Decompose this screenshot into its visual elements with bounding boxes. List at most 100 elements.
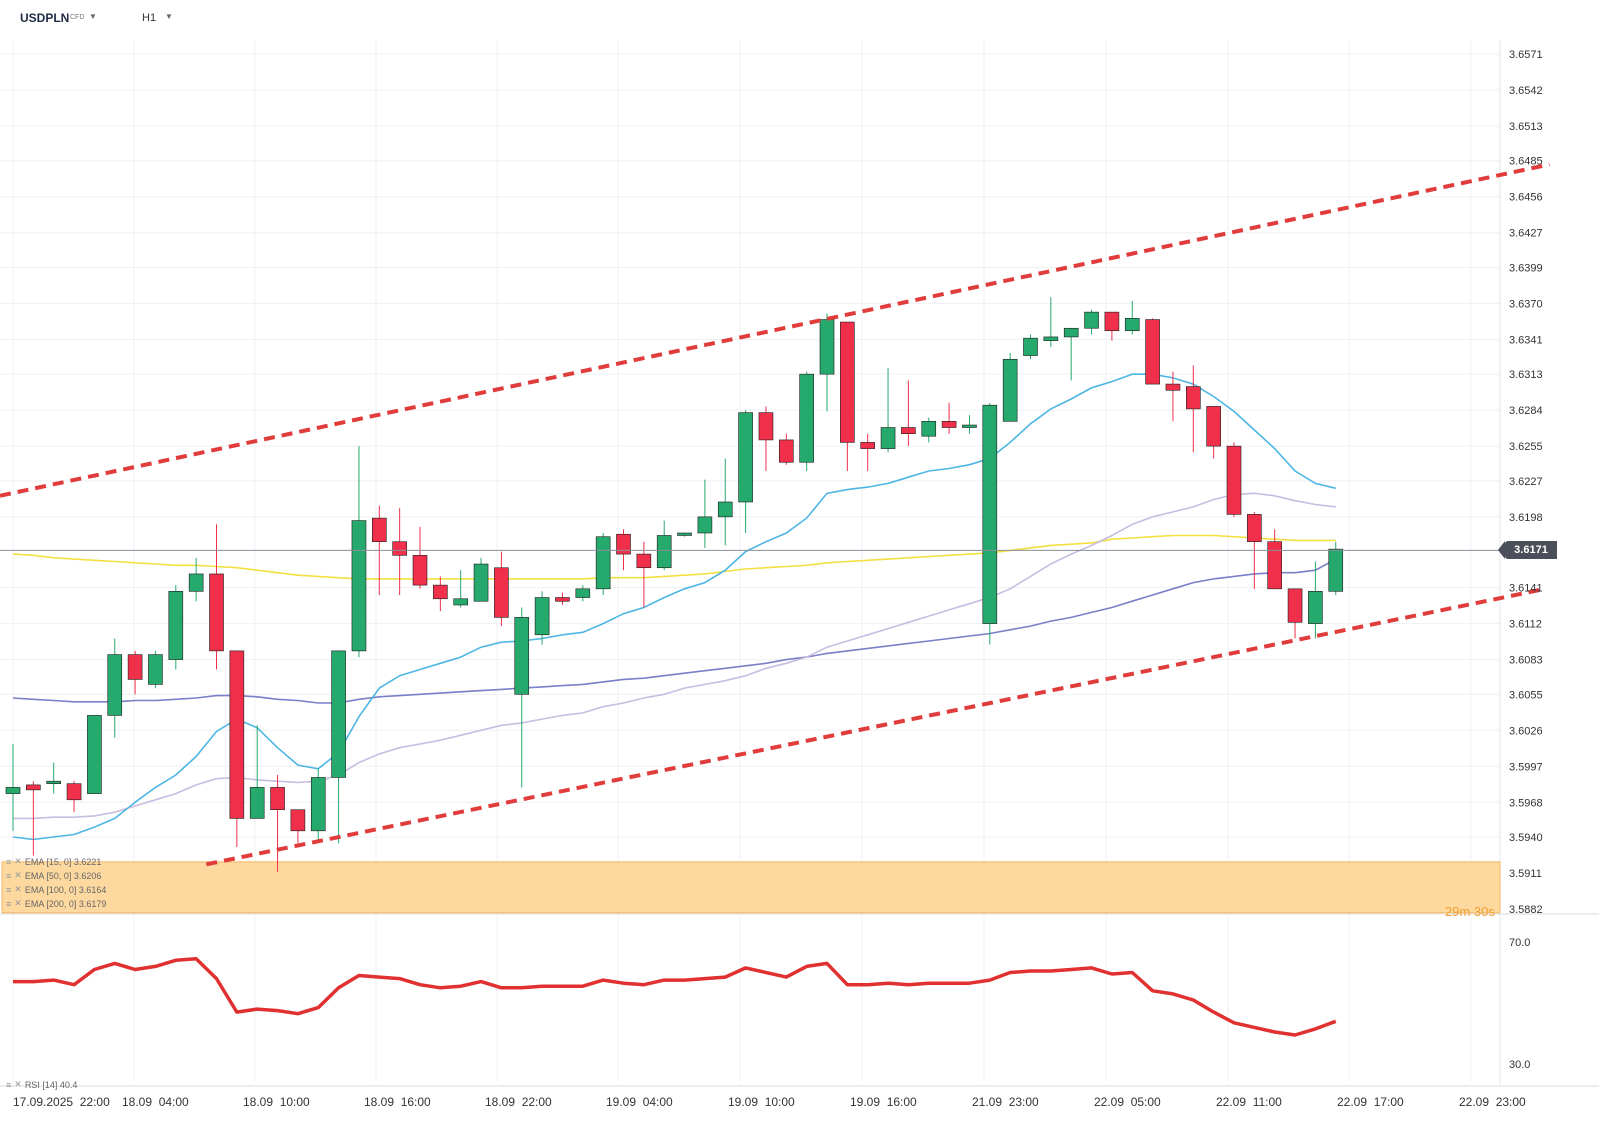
candle <box>148 650 163 689</box>
close-icon[interactable]: ✕ <box>14 884 22 894</box>
candle <box>26 781 41 856</box>
candle <box>46 762 62 794</box>
candle-body <box>249 787 265 819</box>
chart-header: USDPLN CFD ▼ H1 ▼ <box>0 0 1500 36</box>
price-tick-label: 3.6083 <box>1509 655 1543 667</box>
indicator-legend-ema200[interactable]: ≡ ✕ EMA [200, 0] 3.6179 <box>6 898 106 909</box>
candle <box>127 650 143 695</box>
candle-body <box>1063 327 1079 338</box>
candle <box>555 592 570 605</box>
candle-body <box>575 588 591 598</box>
candle-body <box>758 412 774 441</box>
close-icon[interactable]: ✕ <box>14 870 22 880</box>
price-tick-label: 3.6198 <box>1509 512 1543 524</box>
close-icon[interactable]: ✕ <box>14 1079 22 1089</box>
candle-body <box>1206 406 1221 447</box>
close-icon[interactable]: ✕ <box>14 898 22 908</box>
timeframe-label[interactable]: H1 <box>142 12 157 24</box>
candle <box>778 433 794 465</box>
time-tick-label: 19.09 16:00 <box>850 1095 917 1109</box>
symbol-label[interactable]: USDPLN <box>20 11 70 25</box>
price-tick-label: 3.6026 <box>1509 725 1543 737</box>
settings-icon[interactable]: ≡ <box>6 884 12 895</box>
candle <box>880 367 896 453</box>
price-tick-label: 3.6141 <box>1509 583 1543 595</box>
candle <box>697 479 713 548</box>
support-zone <box>1 861 1501 914</box>
price-tick-label: 3.6313 <box>1509 369 1543 381</box>
candle-body <box>799 373 814 463</box>
candle <box>229 650 245 847</box>
candle <box>840 321 855 471</box>
price-axis: 3.6571 3.6542 3.6513 3.6485 3.6456 3.6427 3.63… <box>1509 49 1543 916</box>
time-tick-label: 18.09 16:00 <box>364 1095 431 1109</box>
time-axis: 17.09.2025 22:00 18.09 04:00 18.09 10:00 18… <box>0 1085 1599 1109</box>
indicator-legend-ema15[interactable]: ≡ ✕ EMA [15, 0] 3.6221 <box>6 856 101 867</box>
settings-icon[interactable]: ≡ <box>6 1079 12 1090</box>
close-icon[interactable]: ✕ <box>14 856 22 866</box>
time-tick-label: 19.09 04:00 <box>606 1095 673 1109</box>
candle <box>473 557 489 602</box>
candle-body <box>901 427 916 435</box>
candle-body <box>1023 337 1038 356</box>
candle-body <box>46 780 62 784</box>
indicator-legend-ema100[interactable]: ≡ ✕ EMA [100, 0] 3.6164 <box>6 884 106 895</box>
candle <box>1226 442 1242 517</box>
time-tick-label: 18.09 04:00 <box>122 1095 189 1109</box>
time-tick-label: 22.09 11:00 <box>1216 1095 1282 1109</box>
price-tick-label: 3.6485 <box>1509 156 1543 168</box>
candle <box>1287 588 1303 639</box>
price-tick-label: 3.6341 <box>1509 334 1543 346</box>
price-tick-label: 3.5997 <box>1509 761 1543 773</box>
time-tick-label: 18.09 22:00 <box>485 1095 552 1109</box>
candle <box>453 570 469 608</box>
candle <box>819 313 835 412</box>
candle <box>1328 541 1344 596</box>
indicator-legend-ema50[interactable]: ≡ ✕ EMA [50, 0] 3.6206 <box>6 870 101 881</box>
indicator-label: EMA [50, 0] 3.6206 <box>24 870 102 881</box>
candle <box>209 524 224 670</box>
price-tick-label: 3.5882 <box>1509 904 1543 916</box>
candle <box>1104 311 1120 341</box>
settings-icon[interactable]: ≡ <box>6 898 12 909</box>
candle-body <box>738 412 753 503</box>
candle-body <box>433 584 448 600</box>
symbol-dropdown-icon[interactable]: ▼ <box>89 12 97 21</box>
candle <box>636 541 652 608</box>
candle-body <box>860 442 876 449</box>
price-channel <box>0 162 1550 867</box>
time-tick-label: 22.09 05:00 <box>1094 1095 1161 1109</box>
candle-body <box>840 321 855 443</box>
time-tick-label: 22.09 17:00 <box>1337 1095 1404 1109</box>
candle <box>5 743 21 831</box>
candle <box>595 532 611 596</box>
indicator-label: RSI [14] 40.4 <box>24 1079 78 1090</box>
candle-body <box>778 439 794 463</box>
candle <box>1084 309 1099 335</box>
candle <box>433 576 448 612</box>
candle-body <box>1186 386 1201 410</box>
candle <box>249 725 265 819</box>
candle <box>982 402 998 645</box>
candle-body <box>1002 358 1018 422</box>
candle-body <box>1124 318 1140 332</box>
time-tick-label: 17.09.2025 22:00 <box>13 1095 110 1109</box>
candle-body <box>26 784 41 791</box>
indicator-legend-rsi[interactable]: ≡ ✕ RSI [14] 40.4 <box>6 1079 77 1090</box>
candle <box>1043 297 1059 347</box>
candle-body <box>982 404 998 624</box>
candle <box>717 458 733 546</box>
settings-icon[interactable]: ≡ <box>6 856 12 867</box>
candle-body <box>270 787 285 811</box>
timeframe-dropdown-icon[interactable]: ▼ <box>165 12 173 21</box>
channel-lower-line <box>205 588 1540 867</box>
candle <box>1206 406 1221 459</box>
candle <box>1063 327 1079 381</box>
candle-body <box>371 517 387 542</box>
channel-upper-line <box>0 162 1550 498</box>
settings-icon[interactable]: ≡ <box>6 870 12 881</box>
candle-body <box>392 541 407 556</box>
candle-body <box>1287 588 1303 623</box>
candle-body <box>1267 541 1282 590</box>
